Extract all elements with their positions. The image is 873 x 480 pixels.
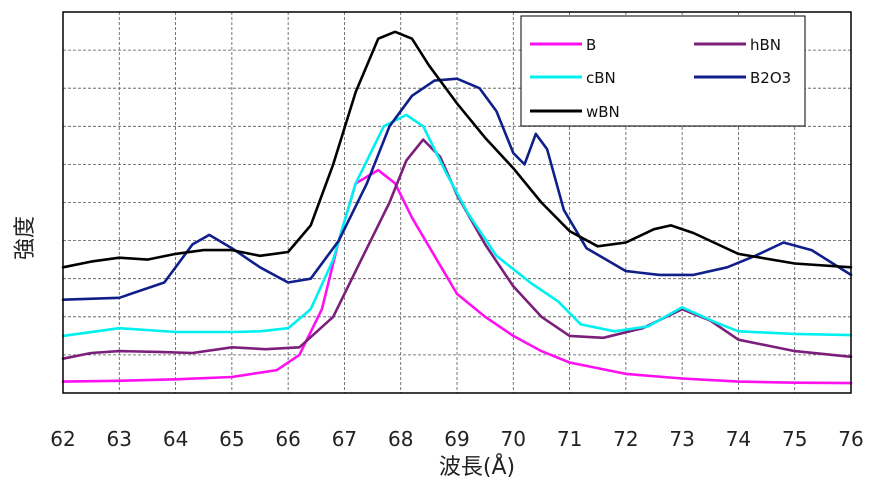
plot-area-frame bbox=[62, 11, 852, 394]
x-tick-label: 64 bbox=[163, 427, 188, 451]
legend-box bbox=[520, 15, 806, 127]
series-line-b2o3 bbox=[61, 77, 853, 301]
y-axis-title: 強度 bbox=[13, 216, 38, 260]
series-line-b bbox=[61, 168, 853, 385]
x-axis-title: 波長(Å) bbox=[439, 453, 515, 480]
x-tick-label: 63 bbox=[107, 427, 132, 451]
x-tick-label: 66 bbox=[275, 427, 300, 451]
x-tick-label: 76 bbox=[838, 427, 863, 451]
x-tick-label: 71 bbox=[557, 427, 582, 451]
x-tick-label: 74 bbox=[726, 427, 751, 451]
legend-label: cBN bbox=[586, 69, 616, 87]
legend-label: B2O3 bbox=[750, 69, 791, 87]
series-line-wbn bbox=[61, 30, 853, 269]
legend-label: wBN bbox=[586, 103, 620, 121]
series-line-cbn bbox=[61, 113, 853, 338]
series-lines bbox=[61, 30, 853, 385]
x-axis-tick-labels: 62 63 64 65 66 67 68 69 70 71 72 73 74 75 76 bbox=[50, 427, 863, 451]
x-tick-label: 65 bbox=[219, 427, 244, 451]
x-tick-label: 75 bbox=[782, 427, 807, 451]
x-tick-label: 70 bbox=[501, 427, 526, 451]
x-tick-label: 68 bbox=[388, 427, 413, 451]
x-tick-label: 73 bbox=[669, 427, 694, 451]
x-tick-label: 69 bbox=[444, 427, 469, 451]
legend-label: hBN bbox=[750, 36, 781, 54]
x-tick-label: 62 bbox=[50, 427, 75, 451]
legend-label: B bbox=[586, 36, 596, 54]
x-tick-label: 67 bbox=[332, 427, 357, 451]
x-tick-label: 72 bbox=[613, 427, 638, 451]
